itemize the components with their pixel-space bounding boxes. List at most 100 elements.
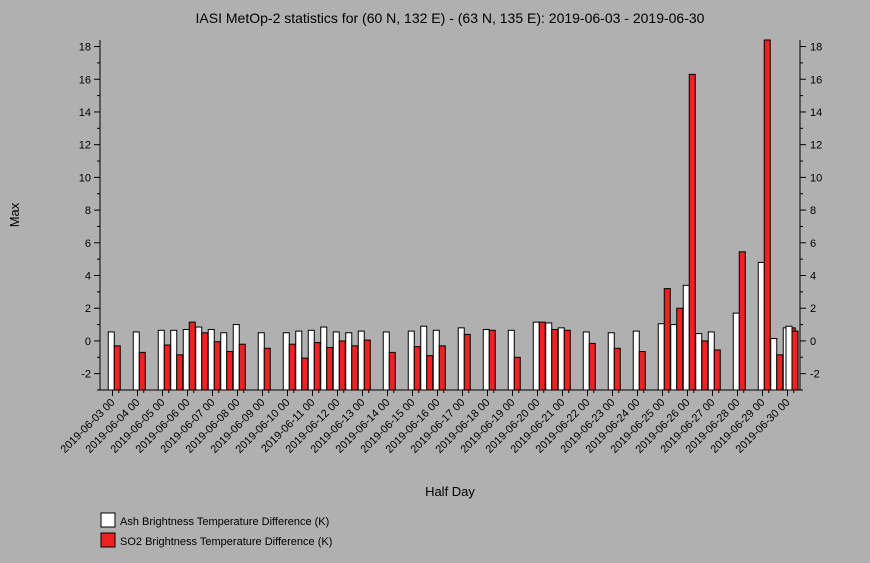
bar-so2 bbox=[676, 307, 684, 391]
bar-ash bbox=[132, 331, 140, 391]
y-tick-label: 16 bbox=[79, 74, 91, 86]
bar-ash bbox=[407, 330, 415, 391]
bar-ash bbox=[170, 329, 178, 391]
bar-so2 bbox=[113, 345, 121, 391]
y-tick-label: 18 bbox=[79, 42, 91, 54]
bar-so2 bbox=[288, 343, 296, 391]
bar-ash bbox=[232, 324, 240, 391]
bar-ash bbox=[682, 284, 690, 391]
y-tick-label-right: 2 bbox=[810, 303, 816, 315]
bar-so2 bbox=[791, 330, 799, 391]
bar-so2 bbox=[301, 357, 309, 391]
bar-ash bbox=[282, 332, 290, 391]
bar-so2 bbox=[513, 356, 521, 391]
bar-ash bbox=[382, 331, 390, 391]
y-tick-label: 8 bbox=[85, 205, 91, 217]
y-tick-label: 0 bbox=[85, 336, 91, 348]
bar-ash bbox=[257, 332, 265, 391]
y-tick-label-right: 14 bbox=[810, 107, 822, 119]
bar-so2 bbox=[588, 342, 596, 391]
bar-so2 bbox=[363, 339, 371, 391]
bar-so2 bbox=[713, 349, 721, 391]
bar-ash bbox=[295, 330, 303, 391]
bar-ash bbox=[785, 325, 793, 391]
bar-ash bbox=[332, 331, 340, 391]
bar-so2 bbox=[176, 354, 184, 391]
y-tick-label-right: -2 bbox=[810, 369, 820, 381]
bar-so2 bbox=[213, 341, 221, 391]
bar-ash bbox=[532, 321, 540, 391]
y-tick-label: 10 bbox=[79, 172, 91, 184]
y-axis-title: Max bbox=[7, 202, 22, 227]
bar-so2 bbox=[776, 354, 784, 391]
bar-so2 bbox=[226, 351, 234, 391]
bar-so2 bbox=[638, 351, 646, 391]
bar-ash bbox=[657, 323, 665, 391]
bar-so2 bbox=[463, 333, 471, 391]
bar-so2 bbox=[326, 346, 334, 391]
bar-ash bbox=[457, 327, 465, 391]
y-tick-label: -2 bbox=[81, 369, 91, 381]
bar-so2 bbox=[138, 351, 146, 391]
bar-ash bbox=[482, 328, 490, 391]
bar-ash bbox=[732, 312, 740, 391]
bar-so2 bbox=[551, 328, 559, 391]
y-tick-label-right: 18 bbox=[810, 42, 822, 54]
bar-ash bbox=[220, 332, 228, 391]
bar-ash bbox=[757, 261, 765, 391]
bar-ash bbox=[707, 331, 715, 391]
bar-ash bbox=[307, 329, 315, 391]
bar-ash bbox=[432, 329, 440, 391]
bar-ash bbox=[607, 332, 615, 391]
bar-so2 bbox=[201, 332, 209, 391]
bar-so2 bbox=[563, 329, 571, 391]
bar-ash bbox=[557, 327, 565, 391]
x-axis-title: Half Day bbox=[425, 484, 475, 499]
y-tick-label-right: 12 bbox=[810, 140, 822, 152]
bar-ash bbox=[632, 330, 640, 391]
bar-so2 bbox=[313, 342, 321, 391]
bar-so2 bbox=[701, 340, 709, 391]
bar-so2 bbox=[238, 343, 246, 391]
bar-ash bbox=[420, 325, 428, 391]
bar-so2 bbox=[613, 347, 621, 391]
legend-label-ash: Ash Brightness Temperature Difference (K… bbox=[120, 516, 329, 528]
y-tick-label-right: 16 bbox=[810, 74, 822, 86]
y-tick-label-right: 6 bbox=[810, 238, 816, 250]
bar-ash bbox=[157, 329, 165, 391]
legend-swatch-ash bbox=[100, 512, 116, 528]
bar-so2 bbox=[426, 355, 434, 391]
y-tick-label: 14 bbox=[79, 107, 91, 119]
bar-so2 bbox=[188, 321, 196, 391]
y-tick-label: 4 bbox=[85, 271, 91, 283]
bar-so2 bbox=[263, 347, 271, 391]
y-tick-label: 12 bbox=[79, 140, 91, 152]
bar-ash bbox=[345, 332, 353, 391]
bar-so2 bbox=[738, 251, 746, 391]
bar-so2 bbox=[413, 346, 421, 391]
bar-ash bbox=[320, 326, 328, 391]
y-tick-label-right: 0 bbox=[810, 336, 816, 348]
legend: Ash Brightness Temperature Difference (K… bbox=[100, 512, 332, 548]
chart-title: IASI MetOp-2 statistics for (60 N, 132 E… bbox=[196, 10, 705, 26]
y-tick-label-right: 8 bbox=[810, 205, 816, 217]
bar-so2 bbox=[763, 39, 771, 391]
bar-ash bbox=[770, 337, 778, 391]
bar-so2 bbox=[663, 288, 671, 391]
bar-ash bbox=[107, 331, 115, 391]
bar-so2 bbox=[351, 345, 359, 391]
y-tick-label-right: 4 bbox=[810, 271, 816, 283]
bar-so2 bbox=[338, 340, 346, 391]
bar-so2 bbox=[388, 351, 396, 391]
y-tick-label-right: 10 bbox=[810, 172, 822, 184]
bar-ash bbox=[582, 331, 590, 391]
legend-swatch-so2 bbox=[100, 532, 116, 548]
bar-ash bbox=[207, 328, 215, 391]
bar-ash bbox=[670, 324, 678, 391]
bar-ash bbox=[507, 329, 515, 391]
bar-ash bbox=[545, 322, 553, 391]
bar-so2 bbox=[163, 344, 171, 391]
bar-so2 bbox=[438, 345, 446, 391]
